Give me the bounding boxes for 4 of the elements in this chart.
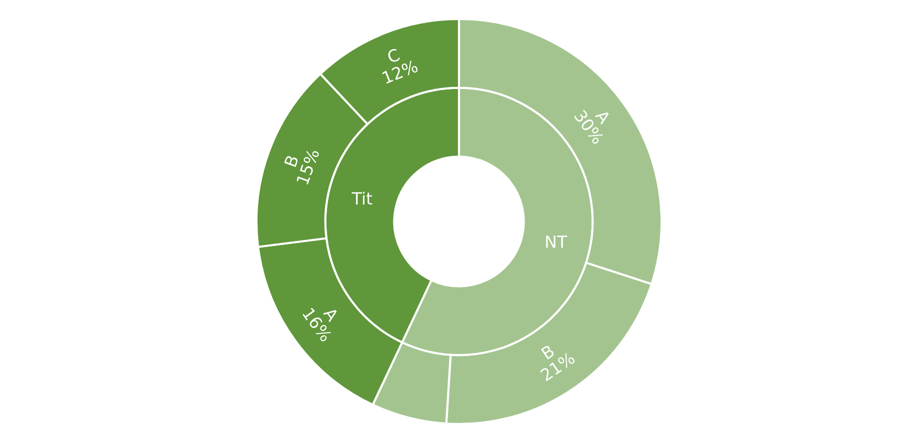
- data-label: Tit: [352, 192, 372, 204]
- data-label: C 12%: [382, 48, 418, 84]
- data-label: NT: [546, 236, 568, 248]
- data-label: B 15%: [284, 148, 320, 185]
